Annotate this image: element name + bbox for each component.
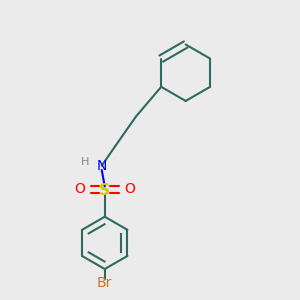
Text: O: O	[124, 182, 135, 197]
Text: O: O	[75, 182, 86, 197]
Text: S: S	[99, 183, 110, 198]
Text: N: N	[97, 159, 107, 172]
Text: Br: Br	[97, 276, 112, 290]
Text: H: H	[81, 157, 90, 167]
